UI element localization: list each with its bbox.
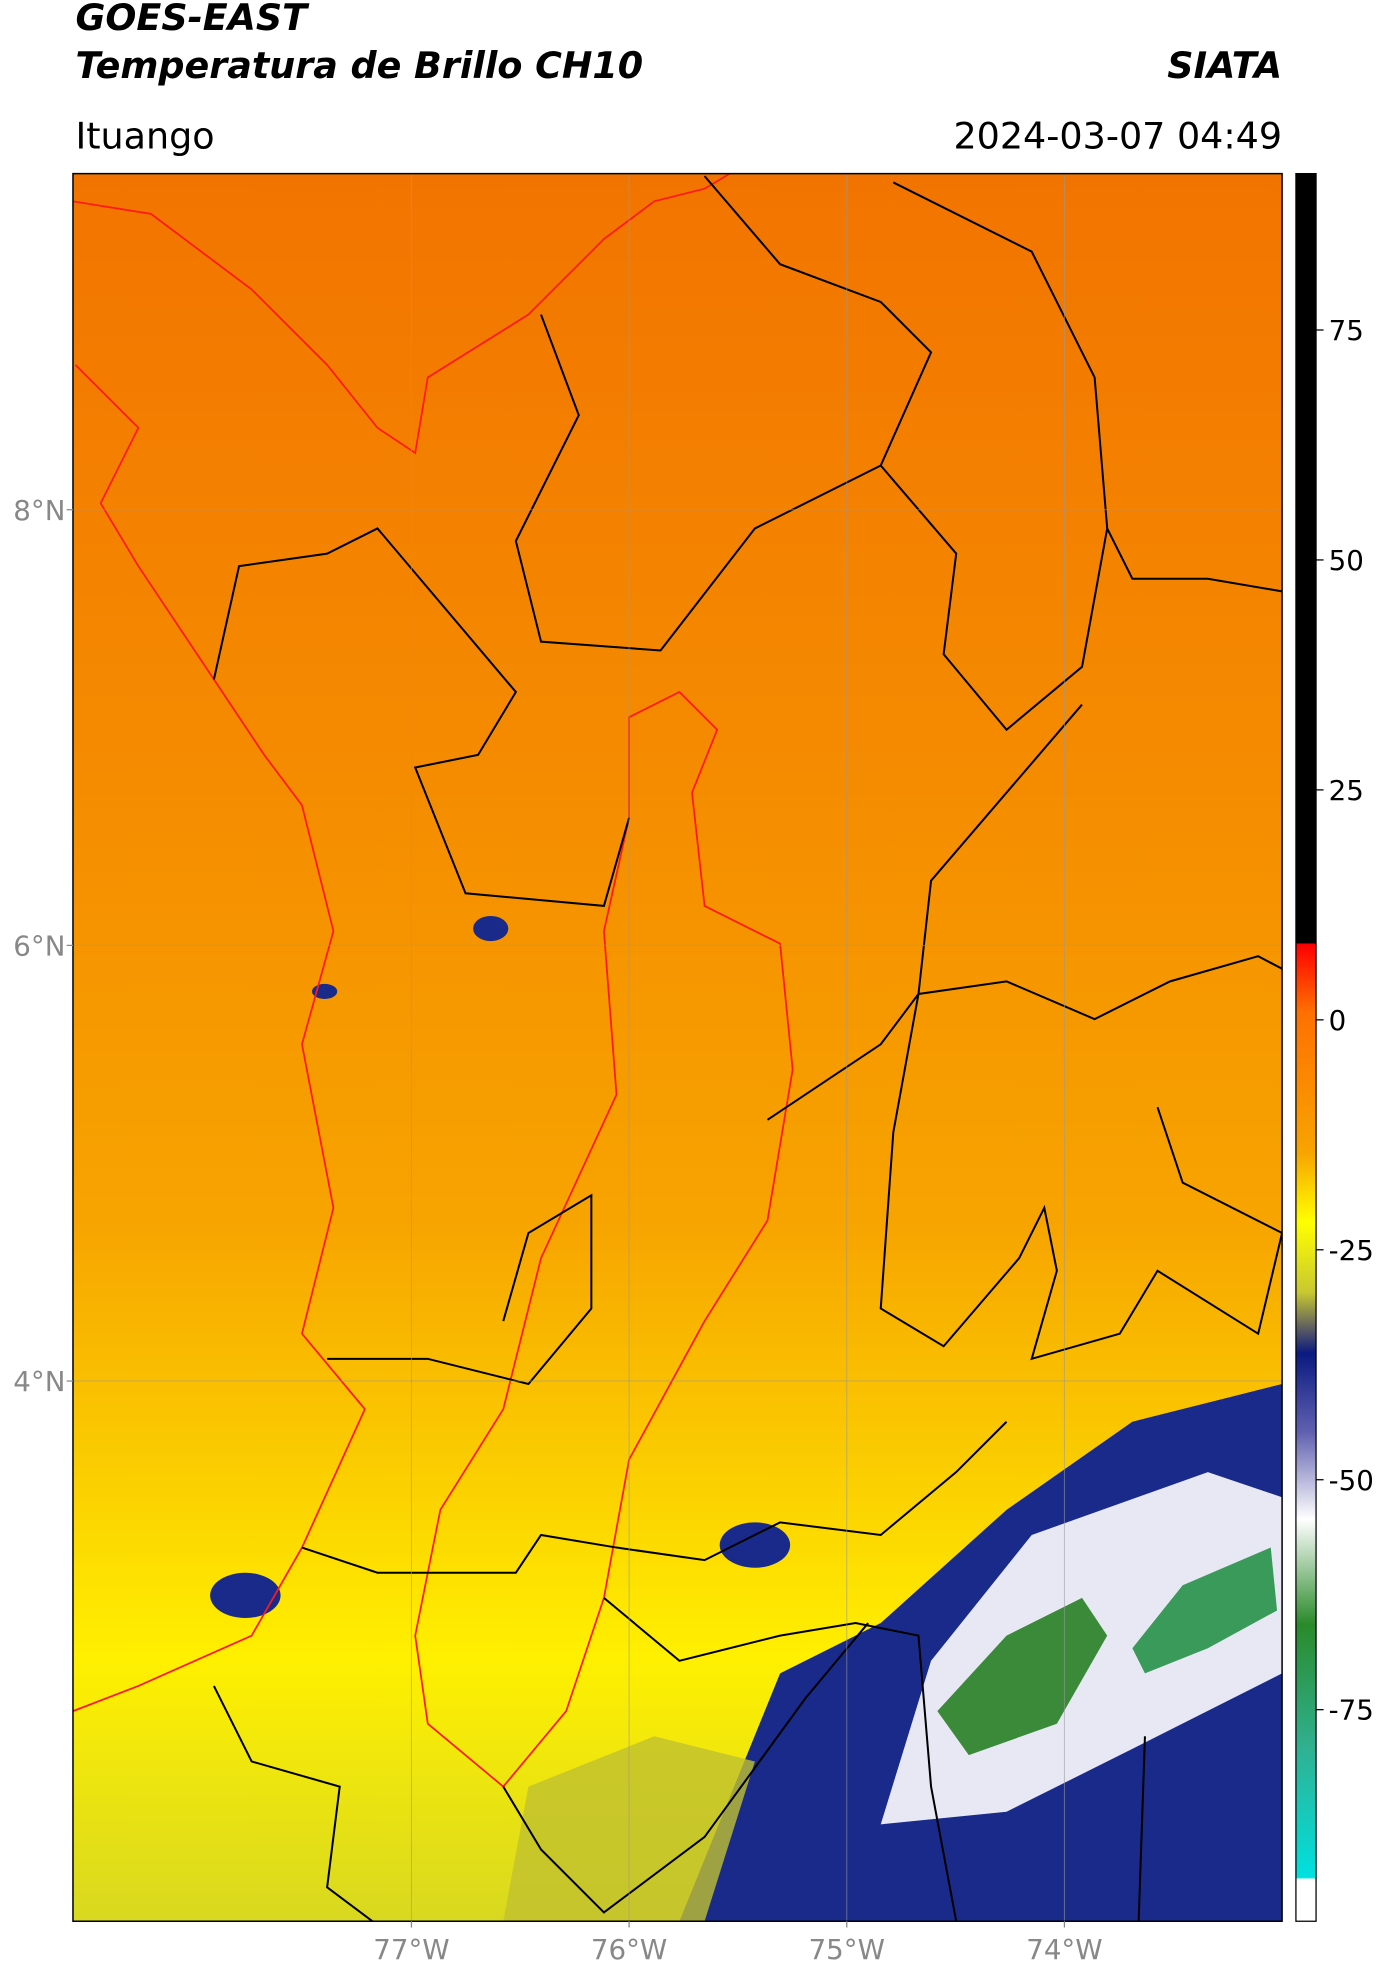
colorbar-tick-label: -25 <box>1329 1234 1374 1267</box>
datetime: 2024-03-07 04:49 <box>953 114 1282 157</box>
cloud-cell <box>719 1522 791 1568</box>
location: Ituango <box>75 114 214 157</box>
map-frame <box>72 172 1283 1922</box>
admin-boundary <box>327 1193 593 1386</box>
x-tick-label: 76°W <box>591 1933 667 1966</box>
admin-boundary <box>414 690 794 1788</box>
map <box>72 173 1283 1922</box>
colorbar-tick-label: -75 <box>1329 1694 1374 1727</box>
y-tick-label: 6°N <box>13 929 65 962</box>
admin-boundary <box>1106 527 1283 593</box>
cloud-cell <box>473 915 509 942</box>
colorbar <box>1295 172 1317 1922</box>
title: GOES-EAST <box>75 0 310 39</box>
admin-boundary <box>1137 1736 1146 1922</box>
source: SIATA <box>1167 44 1282 87</box>
x-tick-label: 74°W <box>1026 1933 1102 1966</box>
admin-boundary <box>879 703 1283 1361</box>
colorbar-tick-label: 50 <box>1329 544 1364 577</box>
x-tick-label: 75°W <box>809 1933 885 1966</box>
colorbar-tick-label: 75 <box>1329 314 1364 347</box>
admin-boundary <box>212 527 631 907</box>
admin-boundary <box>212 1685 375 1922</box>
subtitle: Temperatura de Brillo CH10 <box>75 44 643 87</box>
cloud-cell <box>210 1572 281 1619</box>
coastline <box>72 173 731 455</box>
y-tick-label: 8°N <box>13 494 65 527</box>
coastline <box>72 364 366 1712</box>
y-tick-label: 4°N <box>13 1365 65 1398</box>
x-tick-label: 77°W <box>373 1933 449 1966</box>
admin-boundary <box>603 1597 958 1922</box>
admin-boundary <box>502 1622 869 1914</box>
cloud-core <box>1132 1547 1278 1674</box>
admin-boundary <box>766 955 1283 1121</box>
colorbar-tick-label: -50 <box>1329 1464 1374 1497</box>
admin-boundary <box>301 1421 1008 1574</box>
admin-boundary <box>879 181 1109 732</box>
colorbar-tick-label: 0 <box>1329 1004 1347 1037</box>
colorbar-tick-label: 25 <box>1329 774 1364 807</box>
